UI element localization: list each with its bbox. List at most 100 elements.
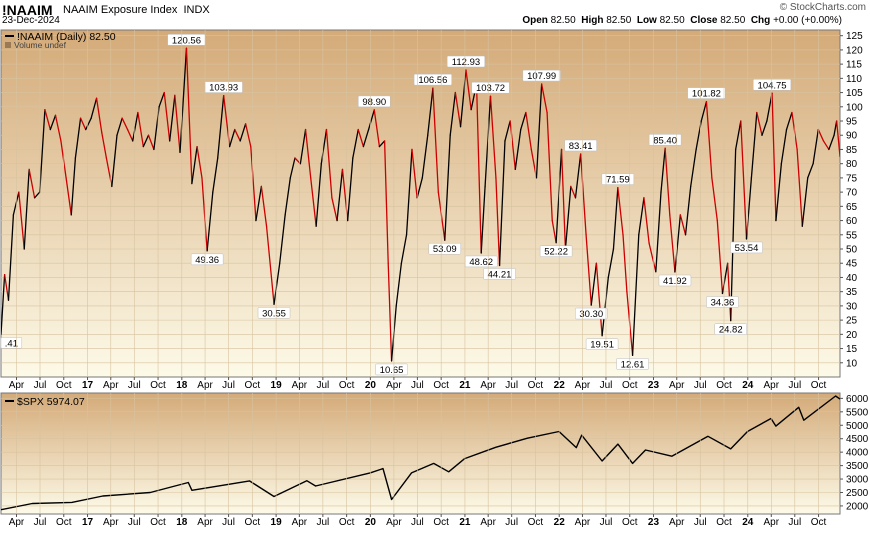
- naaim-series-segment: [373, 109, 381, 148]
- copyright-link[interactable]: © StockCharts.com: [779, 2, 866, 13]
- spx-x-tick-label: Oct: [245, 517, 261, 528]
- naaim-series-segment: [514, 128, 522, 171]
- naaim-series-segment: [690, 148, 697, 188]
- naaim-x-tick-label: Apr: [103, 380, 119, 391]
- naaim-series-segment: [378, 140, 386, 148]
- annotation-label: 41.92: [663, 276, 687, 287]
- naaim-series-segment: [551, 219, 557, 244]
- annotation-label: 71.59: [606, 175, 630, 186]
- annotation-label: 30.55: [262, 308, 286, 319]
- naaim-series-segment: [23, 168, 30, 250]
- naaim-series-segment: [437, 191, 446, 241]
- naaim-x-tick-label: Apr: [480, 380, 496, 391]
- spx-x-tick-label: 20: [365, 517, 377, 528]
- naaim-x-tick-label: Jul: [34, 380, 47, 391]
- naaim-series-segment: [664, 147, 671, 216]
- naaim-series-segment: [427, 87, 434, 136]
- naaim-series-segment: [54, 114, 62, 142]
- annotation-label: 30.30: [579, 309, 603, 320]
- annotation-label: 34.36: [711, 297, 735, 308]
- annotation-label: 24.82: [719, 325, 743, 336]
- naaim-series-segment: [564, 185, 572, 250]
- naaim-y-tick-label: 15: [846, 344, 858, 355]
- annotation-box: [428, 242, 462, 255]
- naaim-series-segment: [801, 177, 809, 227]
- spx-x-tick-label: Apr: [764, 517, 780, 528]
- spx-x-tick-label: 21: [459, 517, 471, 528]
- naaim-series-segment: [660, 147, 666, 193]
- naaim-series-segment: [495, 177, 501, 267]
- symbol-title: !NAAIM: [2, 2, 53, 18]
- naaim-series-segment: [12, 191, 20, 216]
- naaim-series-segment: [201, 177, 208, 252]
- naaim-x-tick-label: Oct: [811, 380, 827, 391]
- naaim-x-tick-label: Jul: [694, 380, 707, 391]
- chg-label: Chg: [750, 15, 771, 26]
- spx-x-tick-label: Jul: [788, 517, 801, 528]
- naaim-y-tick-label: 125: [846, 31, 863, 42]
- naaim-series-segment: [520, 111, 527, 131]
- annotation-label: 85.40: [653, 135, 677, 146]
- naaim-series-segment: [255, 185, 263, 222]
- naaim-series-segment: [465, 69, 472, 111]
- naaim-x-tick-label: 19: [271, 380, 283, 391]
- high-label: High: [581, 15, 604, 26]
- annotation-label: 44.21: [488, 269, 512, 280]
- naaim-series-segment: [484, 95, 492, 188]
- naaim-x-tick-label: Apr: [292, 380, 308, 391]
- naaim-y-tick-label: 60: [846, 216, 858, 227]
- naaim-series-segment: [212, 157, 219, 193]
- naaim-series-segment: [740, 120, 748, 240]
- annotation-label: .41: [5, 338, 18, 349]
- annotation-label: 98.90: [362, 97, 386, 108]
- naaim-series-segment: [289, 157, 296, 179]
- spx-x-tick-label: Jul: [505, 517, 518, 528]
- naaim-x-tick-label: Jul: [222, 380, 235, 391]
- naaim-x-tick-label: Apr: [197, 380, 213, 391]
- spx-x-tick-label: 17: [82, 517, 94, 528]
- spx-y-tick-label: 6000: [846, 394, 869, 405]
- naaim-series-segment: [540, 83, 548, 114]
- naaim-series-segment: [7, 214, 15, 301]
- naaim-series-segment: [383, 140, 389, 264]
- naaim-series-segment: [279, 214, 286, 264]
- close-value: 82.50: [720, 15, 746, 26]
- exchange-code: INDX: [183, 4, 210, 16]
- annotation-label: 120.56: [172, 35, 201, 46]
- naaim-series-segment: [142, 134, 150, 148]
- annotation-box: [522, 69, 561, 82]
- spx-y-tick-label: 3500: [846, 461, 869, 472]
- naaim-series-segment: [147, 134, 155, 151]
- naaim-series-segment: [234, 128, 241, 142]
- spx-x-tick-label: Jul: [222, 517, 235, 528]
- chart-date: 23-Dec-2024: [2, 15, 60, 26]
- naaim-x-tick-label: Jul: [788, 380, 801, 391]
- chg-value: +0.00 (+0.00%): [773, 15, 842, 26]
- spx-x-tick-label: Apr: [386, 517, 402, 528]
- index-name-text: NAAIM Exposure Index: [63, 4, 178, 16]
- naaim-series-segment: [357, 128, 365, 148]
- low-value: 82.50: [659, 15, 685, 26]
- naaim-series-segment: [70, 157, 77, 216]
- naaim-y-tick-label: 25: [846, 316, 858, 327]
- naaim-x-tick-label: Oct: [528, 380, 544, 391]
- naaim-series-segment: [643, 197, 650, 244]
- naaim-series-segment: [367, 109, 375, 131]
- volume-legend-swatch: [5, 42, 11, 48]
- annotation-box: [471, 81, 510, 94]
- naaim-y-tick-label: 80: [846, 159, 858, 170]
- spx-x-tick-label: Apr: [197, 517, 213, 528]
- naaim-y-axis: 10 15 20 25 30 35 40 45 50 55 60 65 70 75 80 85 90 95 100 1…: [840, 31, 863, 369]
- naaim-series-segment: [121, 117, 129, 131]
- annotation-box: [483, 268, 516, 280]
- naaim-series-segment: [352, 128, 359, 159]
- naaim-series-segment: [432, 87, 439, 193]
- naaim-series-segment: [535, 83, 543, 179]
- naaim-series-segment: [771, 92, 777, 222]
- spx-x-tick-label: Apr: [103, 517, 119, 528]
- naaim-series-segment: [3, 273, 10, 301]
- spx-x-tick-label: Apr: [480, 517, 496, 528]
- naaim-series-segment: [560, 148, 567, 250]
- annotation-box: [648, 134, 682, 146]
- naaim-x-tick-label: Jul: [505, 380, 518, 391]
